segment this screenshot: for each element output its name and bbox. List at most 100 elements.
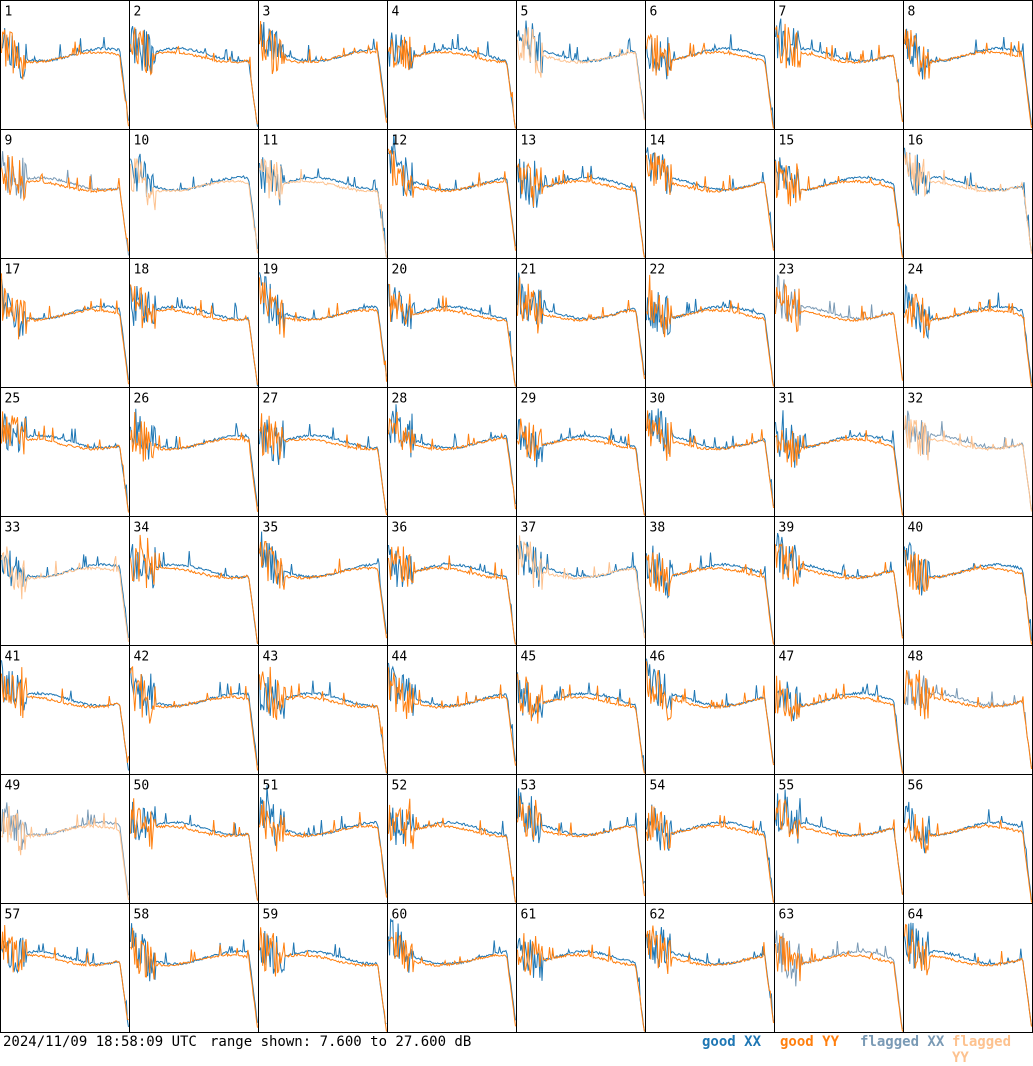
trace-good_xx <box>259 531 387 634</box>
trace-good_xx <box>517 788 645 886</box>
panel-label: 22 <box>650 263 666 278</box>
panel-frame <box>516 774 646 904</box>
panel-frame <box>516 516 646 646</box>
panel-29: 29 <box>516 387 646 517</box>
panel-41: 41 <box>0 645 130 775</box>
panel-label: 1 <box>5 5 13 20</box>
trace-good_yy <box>130 798 258 901</box>
panel-label: 36 <box>392 521 408 536</box>
panel-frame <box>645 903 775 1033</box>
trace-good_yy <box>130 665 258 771</box>
panel-label: 37 <box>521 521 537 536</box>
trace-good_xx <box>388 544 516 645</box>
trace-good_yy <box>130 27 258 125</box>
panel-frame <box>903 903 1033 1033</box>
trace-good_xx <box>259 930 387 1025</box>
panel-label: 41 <box>5 650 21 665</box>
trace-good_yy <box>646 274 774 387</box>
panel-label: 15 <box>779 134 795 149</box>
trace-good_yy <box>259 666 387 774</box>
panel-label: 61 <box>521 908 537 923</box>
panel-frame <box>516 258 646 388</box>
trace-good_xx <box>130 923 258 1023</box>
trace-flagged_yy <box>517 27 645 121</box>
trace-good_yy <box>517 933 645 1032</box>
legend-flagged-xx: flagged XX <box>860 1034 945 1050</box>
panel-7: 7 <box>774 0 904 130</box>
panel-label: 59 <box>263 908 279 923</box>
panel-frame <box>0 774 130 904</box>
panel-label: 50 <box>134 779 150 794</box>
panel-44: 44 <box>387 645 517 775</box>
trace-good_yy <box>259 277 387 382</box>
trace-good_yy <box>130 534 258 644</box>
trace-flagged_xx <box>775 274 903 379</box>
trace-good_xx <box>388 807 516 903</box>
trace-good_xx <box>904 922 1032 1026</box>
legend-good-xx: good XX <box>702 1034 762 1050</box>
panel-frame <box>387 903 517 1033</box>
trace-good_yy <box>904 549 1032 645</box>
trace-good_yy <box>646 661 774 766</box>
panel-17: 17 <box>0 258 130 388</box>
panel-46: 46 <box>645 645 775 775</box>
trace-good_yy <box>517 795 645 897</box>
trace-good_yy <box>517 277 645 380</box>
panel-label: 57 <box>5 908 21 923</box>
panel-frame <box>645 387 775 517</box>
legend-good-yy: good YY <box>780 1034 840 1050</box>
panel-label: 34 <box>134 521 150 536</box>
trace-good_yy <box>259 801 387 898</box>
trace-good_yy <box>259 413 387 516</box>
trace-good_xx <box>130 26 258 127</box>
trace-flagged_xx <box>904 410 1032 510</box>
trace-good_yy <box>646 805 774 903</box>
panel-38: 38 <box>645 516 775 646</box>
trace-good_xx <box>388 404 516 505</box>
trace-good_xx <box>904 541 1032 641</box>
panel-64: 64 <box>903 903 1033 1033</box>
panel-15: 15 <box>774 129 904 259</box>
trace-good_xx <box>1 937 129 1027</box>
panel-28: 28 <box>387 387 517 517</box>
panel-label: 16 <box>908 134 924 149</box>
panel-12: 12 <box>387 129 517 259</box>
trace-good_yy <box>259 540 387 639</box>
panel-35: 35 <box>258 516 388 646</box>
trace-flagged_xx <box>775 930 903 1030</box>
trace-good_yy <box>130 411 258 512</box>
trace-good_yy <box>646 152 774 251</box>
panel-frame <box>645 258 775 388</box>
trace-good_yy <box>904 293 1032 387</box>
trace-good_xx <box>775 532 903 637</box>
panel-label: 58 <box>134 908 150 923</box>
panel-label: 45 <box>521 650 537 665</box>
panel-13: 13 <box>516 129 646 259</box>
panel-label: 46 <box>650 650 666 665</box>
panel-label: 39 <box>779 521 795 536</box>
panel-frame <box>774 0 904 130</box>
panel-label: 27 <box>263 392 279 407</box>
trace-good_xx <box>904 28 1032 126</box>
trace-good_yy <box>388 667 516 766</box>
panel-62: 62 <box>645 903 775 1033</box>
trace-good_yy <box>646 552 774 645</box>
trace-good_xx <box>130 668 258 766</box>
panel-11: 11 <box>258 129 388 259</box>
panel-label: 31 <box>779 392 795 407</box>
panel-label: 62 <box>650 908 666 923</box>
panel-label: 30 <box>650 392 666 407</box>
panel-49: 49 <box>0 774 130 904</box>
panel-frame <box>0 129 130 259</box>
range-text: range shown: 7.600 to 27.600 dB <box>210 1034 472 1050</box>
panel-47: 47 <box>774 645 904 775</box>
panel-frame <box>774 258 904 388</box>
panel-16: 16 <box>903 129 1033 259</box>
panel-6: 6 <box>645 0 775 130</box>
panel-label: 20 <box>392 263 408 278</box>
trace-good_xx <box>388 283 516 387</box>
panel-label: 49 <box>5 779 21 794</box>
panel-frame <box>645 645 775 775</box>
panel-label: 60 <box>392 908 408 923</box>
trace-good_yy <box>646 925 774 1024</box>
